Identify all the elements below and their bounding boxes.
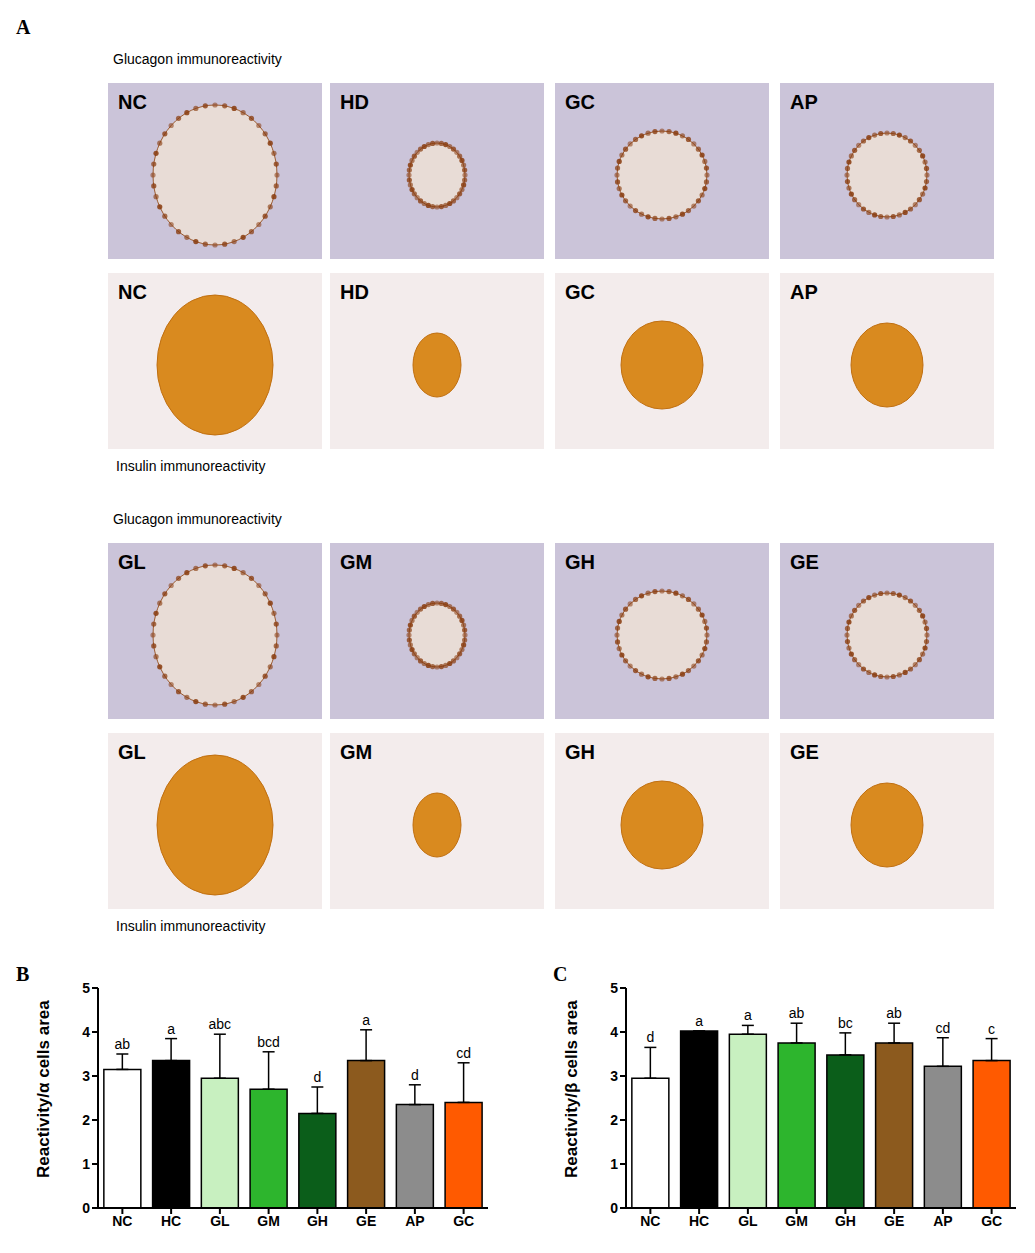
svg-text:GH: GH: [565, 551, 595, 573]
svg-text:HC: HC: [161, 1213, 181, 1229]
svg-text:bc: bc: [838, 1015, 853, 1031]
svg-text:GC: GC: [565, 91, 595, 113]
svg-text:0: 0: [82, 1200, 90, 1216]
html-text:Insulin immunoreactivity: Insulin immunoreactivity: [116, 458, 266, 474]
svg-text:ab: ab: [886, 1005, 902, 1021]
svg-text:HD: HD: [340, 91, 369, 113]
svg-text:abc: abc: [209, 1016, 232, 1032]
svg-text:1: 1: [82, 1156, 90, 1172]
svg-text:3: 3: [610, 1068, 618, 1084]
svg-text:bcd: bcd: [257, 1034, 280, 1050]
svg-text:ab: ab: [115, 1036, 131, 1052]
svg-text:GH: GH: [835, 1213, 856, 1229]
svg-text:NC: NC: [640, 1213, 660, 1229]
svg-text:AP: AP: [933, 1213, 952, 1229]
svg-text:0: 0: [610, 1200, 618, 1216]
svg-text:GE: GE: [356, 1213, 376, 1229]
svg-text:GH: GH: [307, 1213, 328, 1229]
svg-text:GE: GE: [790, 741, 819, 763]
svg-text:2: 2: [82, 1112, 90, 1128]
svg-text:2: 2: [610, 1112, 618, 1128]
html-text:Glucagon immunoreactivity: Glucagon immunoreactivity: [113, 51, 282, 67]
svg-text:HC: HC: [689, 1213, 709, 1229]
svg-text:HD: HD: [340, 281, 369, 303]
svg-text:a: a: [167, 1021, 175, 1037]
svg-text:Reactivity/α cells area: Reactivity/α cells area: [34, 1000, 53, 1178]
svg-text:NC: NC: [118, 91, 147, 113]
svg-text:GM: GM: [340, 741, 372, 763]
svg-text:GC: GC: [453, 1213, 474, 1229]
svg-text:GC: GC: [565, 281, 595, 303]
svg-text:GM: GM: [785, 1213, 808, 1229]
html-text:A: A: [16, 16, 31, 38]
html-text:Glucagon immunoreactivity: Glucagon immunoreactivity: [113, 511, 282, 527]
svg-text:GE: GE: [790, 551, 819, 573]
svg-text:GE: GE: [884, 1213, 904, 1229]
svg-text:GM: GM: [257, 1213, 280, 1229]
svg-text:GL: GL: [118, 741, 146, 763]
svg-text:GM: GM: [340, 551, 372, 573]
svg-text:c: c: [988, 1021, 995, 1037]
svg-text:NC: NC: [118, 281, 147, 303]
svg-text:GL: GL: [738, 1213, 758, 1229]
svg-text:Reactivity/β cells area: Reactivity/β cells area: [562, 1000, 581, 1178]
svg-text:1: 1: [610, 1156, 618, 1172]
svg-text:5: 5: [82, 980, 90, 996]
svg-text:GH: GH: [565, 741, 595, 763]
svg-text:d: d: [411, 1067, 419, 1083]
svg-text:a: a: [695, 1013, 703, 1029]
svg-text:GL: GL: [118, 551, 146, 573]
svg-text:4: 4: [610, 1024, 618, 1040]
svg-text:5: 5: [610, 980, 618, 996]
html-text:C: C: [553, 963, 568, 985]
html-text:Insulin immunoreactivity: Insulin immunoreactivity: [116, 918, 266, 934]
svg-text:NC: NC: [112, 1213, 132, 1229]
svg-text:d: d: [646, 1029, 654, 1045]
svg-text:GC: GC: [981, 1213, 1002, 1229]
svg-text:a: a: [744, 1007, 752, 1023]
svg-text:AP: AP: [405, 1213, 424, 1229]
svg-text:AP: AP: [790, 281, 818, 303]
svg-text:AP: AP: [790, 91, 818, 113]
svg-text:GL: GL: [210, 1213, 230, 1229]
html-text:B: B: [16, 963, 30, 985]
svg-text:3: 3: [82, 1068, 90, 1084]
svg-text:a: a: [362, 1012, 370, 1028]
svg-text:ab: ab: [789, 1005, 805, 1021]
svg-text:cd: cd: [456, 1045, 471, 1061]
svg-text:4: 4: [82, 1024, 90, 1040]
svg-text:d: d: [313, 1069, 321, 1085]
svg-text:cd: cd: [935, 1020, 950, 1036]
